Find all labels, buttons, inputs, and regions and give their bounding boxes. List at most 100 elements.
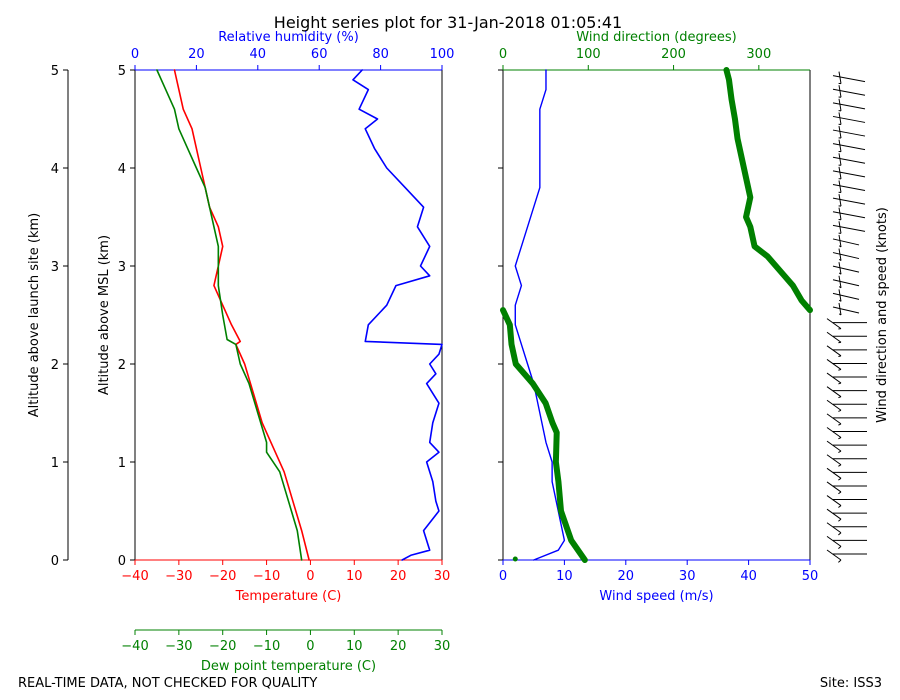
dewpoint-tick-label: 10 (346, 639, 363, 654)
dewpoint-tick-label: 30 (434, 639, 451, 654)
msl-altitude-y-tick-label: 2 (118, 358, 126, 373)
wind-barb-shaft (838, 518, 842, 522)
temperature-tick-label: 0 (306, 569, 314, 584)
wind-barb-flag (838, 207, 842, 220)
wind-barb-flag (838, 98, 842, 111)
wind-barb-tick (832, 88, 866, 96)
dewpoint-tick-label: −30 (165, 639, 192, 654)
wind-barb-flag (826, 372, 842, 384)
wind-barb-tick (832, 265, 860, 273)
humidity-tick-label: 0 (131, 47, 139, 62)
temperature-series-line (173, 69, 310, 561)
wind-barb-shaft (838, 505, 842, 508)
wind-speed-tick-label: 0 (499, 569, 507, 584)
launch-altitude-y-tick-label: 0 (51, 554, 59, 569)
wind-speed-tick-label: 20 (618, 569, 635, 584)
wind-barb-tick (832, 143, 866, 151)
site-label: Site: ISS3 (820, 676, 882, 691)
temperature-tick-label: −30 (165, 569, 192, 584)
msl-altitude-y-tick-label: 0 (118, 554, 126, 569)
msl-altitude-axis-label: Altitude above MSL (km) (97, 235, 112, 395)
wind-barb-tick (832, 102, 866, 110)
wind-barb-flag (826, 535, 842, 547)
humidity-tick-label: 20 (188, 47, 205, 62)
wind-barb-flag (826, 318, 842, 330)
wind-barb-flag (826, 331, 842, 343)
wind-speed-tick-label: 50 (802, 569, 819, 584)
dewpoint-tick-label: −10 (253, 639, 280, 654)
humidity-tick-label: 40 (250, 47, 267, 62)
wind-barb-tick (832, 238, 860, 246)
wind-barb-flag (826, 440, 842, 452)
wind-barb-flag (838, 194, 842, 207)
wind-barb-shaft (838, 546, 842, 550)
wind-barb-flag (826, 386, 842, 398)
wind-barb-flag (838, 166, 842, 179)
launch-altitude-y-tick-label: 1 (51, 456, 59, 471)
wind-barb-flag (826, 549, 842, 561)
wind-direction-tick-label: 100 (576, 47, 601, 62)
wind-barb-flag (826, 359, 842, 370)
dewpoint-tick-label: −40 (121, 639, 148, 654)
humidity-series-line (352, 69, 443, 561)
wind-direction-start-marker (512, 556, 518, 562)
temperature-tick-label: 10 (346, 569, 363, 584)
wind-barb-flag (826, 399, 842, 411)
wind-barb-flag (838, 180, 842, 193)
wind-direction-tick-label: 200 (661, 47, 686, 62)
wind-barb-flag (826, 427, 842, 438)
launch-altitude-y-tick-label: 3 (51, 260, 59, 275)
wind-barb-tick (832, 279, 860, 287)
temperature-tick-label: −10 (253, 569, 280, 584)
dewpoint-tick-label: −20 (209, 639, 236, 654)
chart-title: Height series plot for 31-Jan-2018 01:05… (274, 13, 622, 32)
wind-barb-flag (826, 413, 842, 425)
wind-barb-flag (838, 85, 842, 98)
wind-barb-flag (838, 125, 842, 139)
wind-barb-tick (832, 211, 866, 219)
wind-barb-shaft (838, 559, 842, 563)
msl-altitude-y-tick-label: 1 (118, 456, 126, 471)
wind-barb-axis-label: Wind direction and speed (knots) (875, 207, 890, 423)
wind-direction-series-line (500, 307, 588, 563)
wind-barb-flag (826, 467, 842, 479)
wind-barb-tick (832, 115, 866, 123)
wind-speed-tick-label: 30 (679, 569, 696, 584)
wind-barb-tick (832, 170, 866, 178)
temperature-tick-label: −40 (121, 569, 148, 584)
quality-notice: REAL-TIME DATA, NOT CHECKED FOR QUALITY (18, 676, 317, 691)
wind-direction-tick-label: 300 (746, 47, 771, 62)
wind-barb-flag (826, 522, 842, 534)
temperature-tick-label: −20 (209, 569, 236, 584)
humidity-tick-label: 60 (311, 47, 328, 62)
wind-barb-flag (838, 139, 842, 152)
wind-barb-tick (832, 197, 866, 205)
humidity-axis-label: Relative humidity (%) (218, 30, 359, 45)
temperature-axis-label: Temperature (C) (235, 589, 342, 604)
wind-direction-tick-label: 0 (499, 47, 507, 62)
wind-barb-flag (826, 454, 842, 466)
msl-altitude-y-tick-label: 5 (118, 64, 126, 79)
humidity-tick-label: 100 (430, 47, 455, 62)
series-layer (156, 67, 813, 563)
dewpoint-axis-label: Dew point temperature (C) (201, 659, 376, 674)
wind-barb-flag (838, 221, 842, 234)
wind-speed-axis-label: Wind speed (m/s) (599, 589, 713, 604)
wind-barb-tick (832, 292, 860, 300)
msl-altitude-y-tick-label: 4 (118, 162, 126, 177)
temperature-tick-label: 30 (434, 569, 451, 584)
wind-direction-series-line (723, 67, 813, 314)
wind-barb-tick (832, 129, 866, 137)
wind-speed-tick-label: 10 (556, 569, 573, 584)
wind-barb-flag (826, 508, 842, 520)
wind-barb-tick (832, 75, 866, 83)
temperature-tick-label: 20 (390, 569, 407, 584)
dewpoint-tick-label: 20 (390, 639, 407, 654)
wind-direction-axis-label: Wind direction (degrees) (576, 30, 736, 45)
dewpoint-series-line (156, 69, 303, 561)
wind-barbs-layer (826, 71, 867, 563)
wind-barb-shaft (838, 532, 842, 536)
wind-barb-flag (838, 153, 842, 166)
